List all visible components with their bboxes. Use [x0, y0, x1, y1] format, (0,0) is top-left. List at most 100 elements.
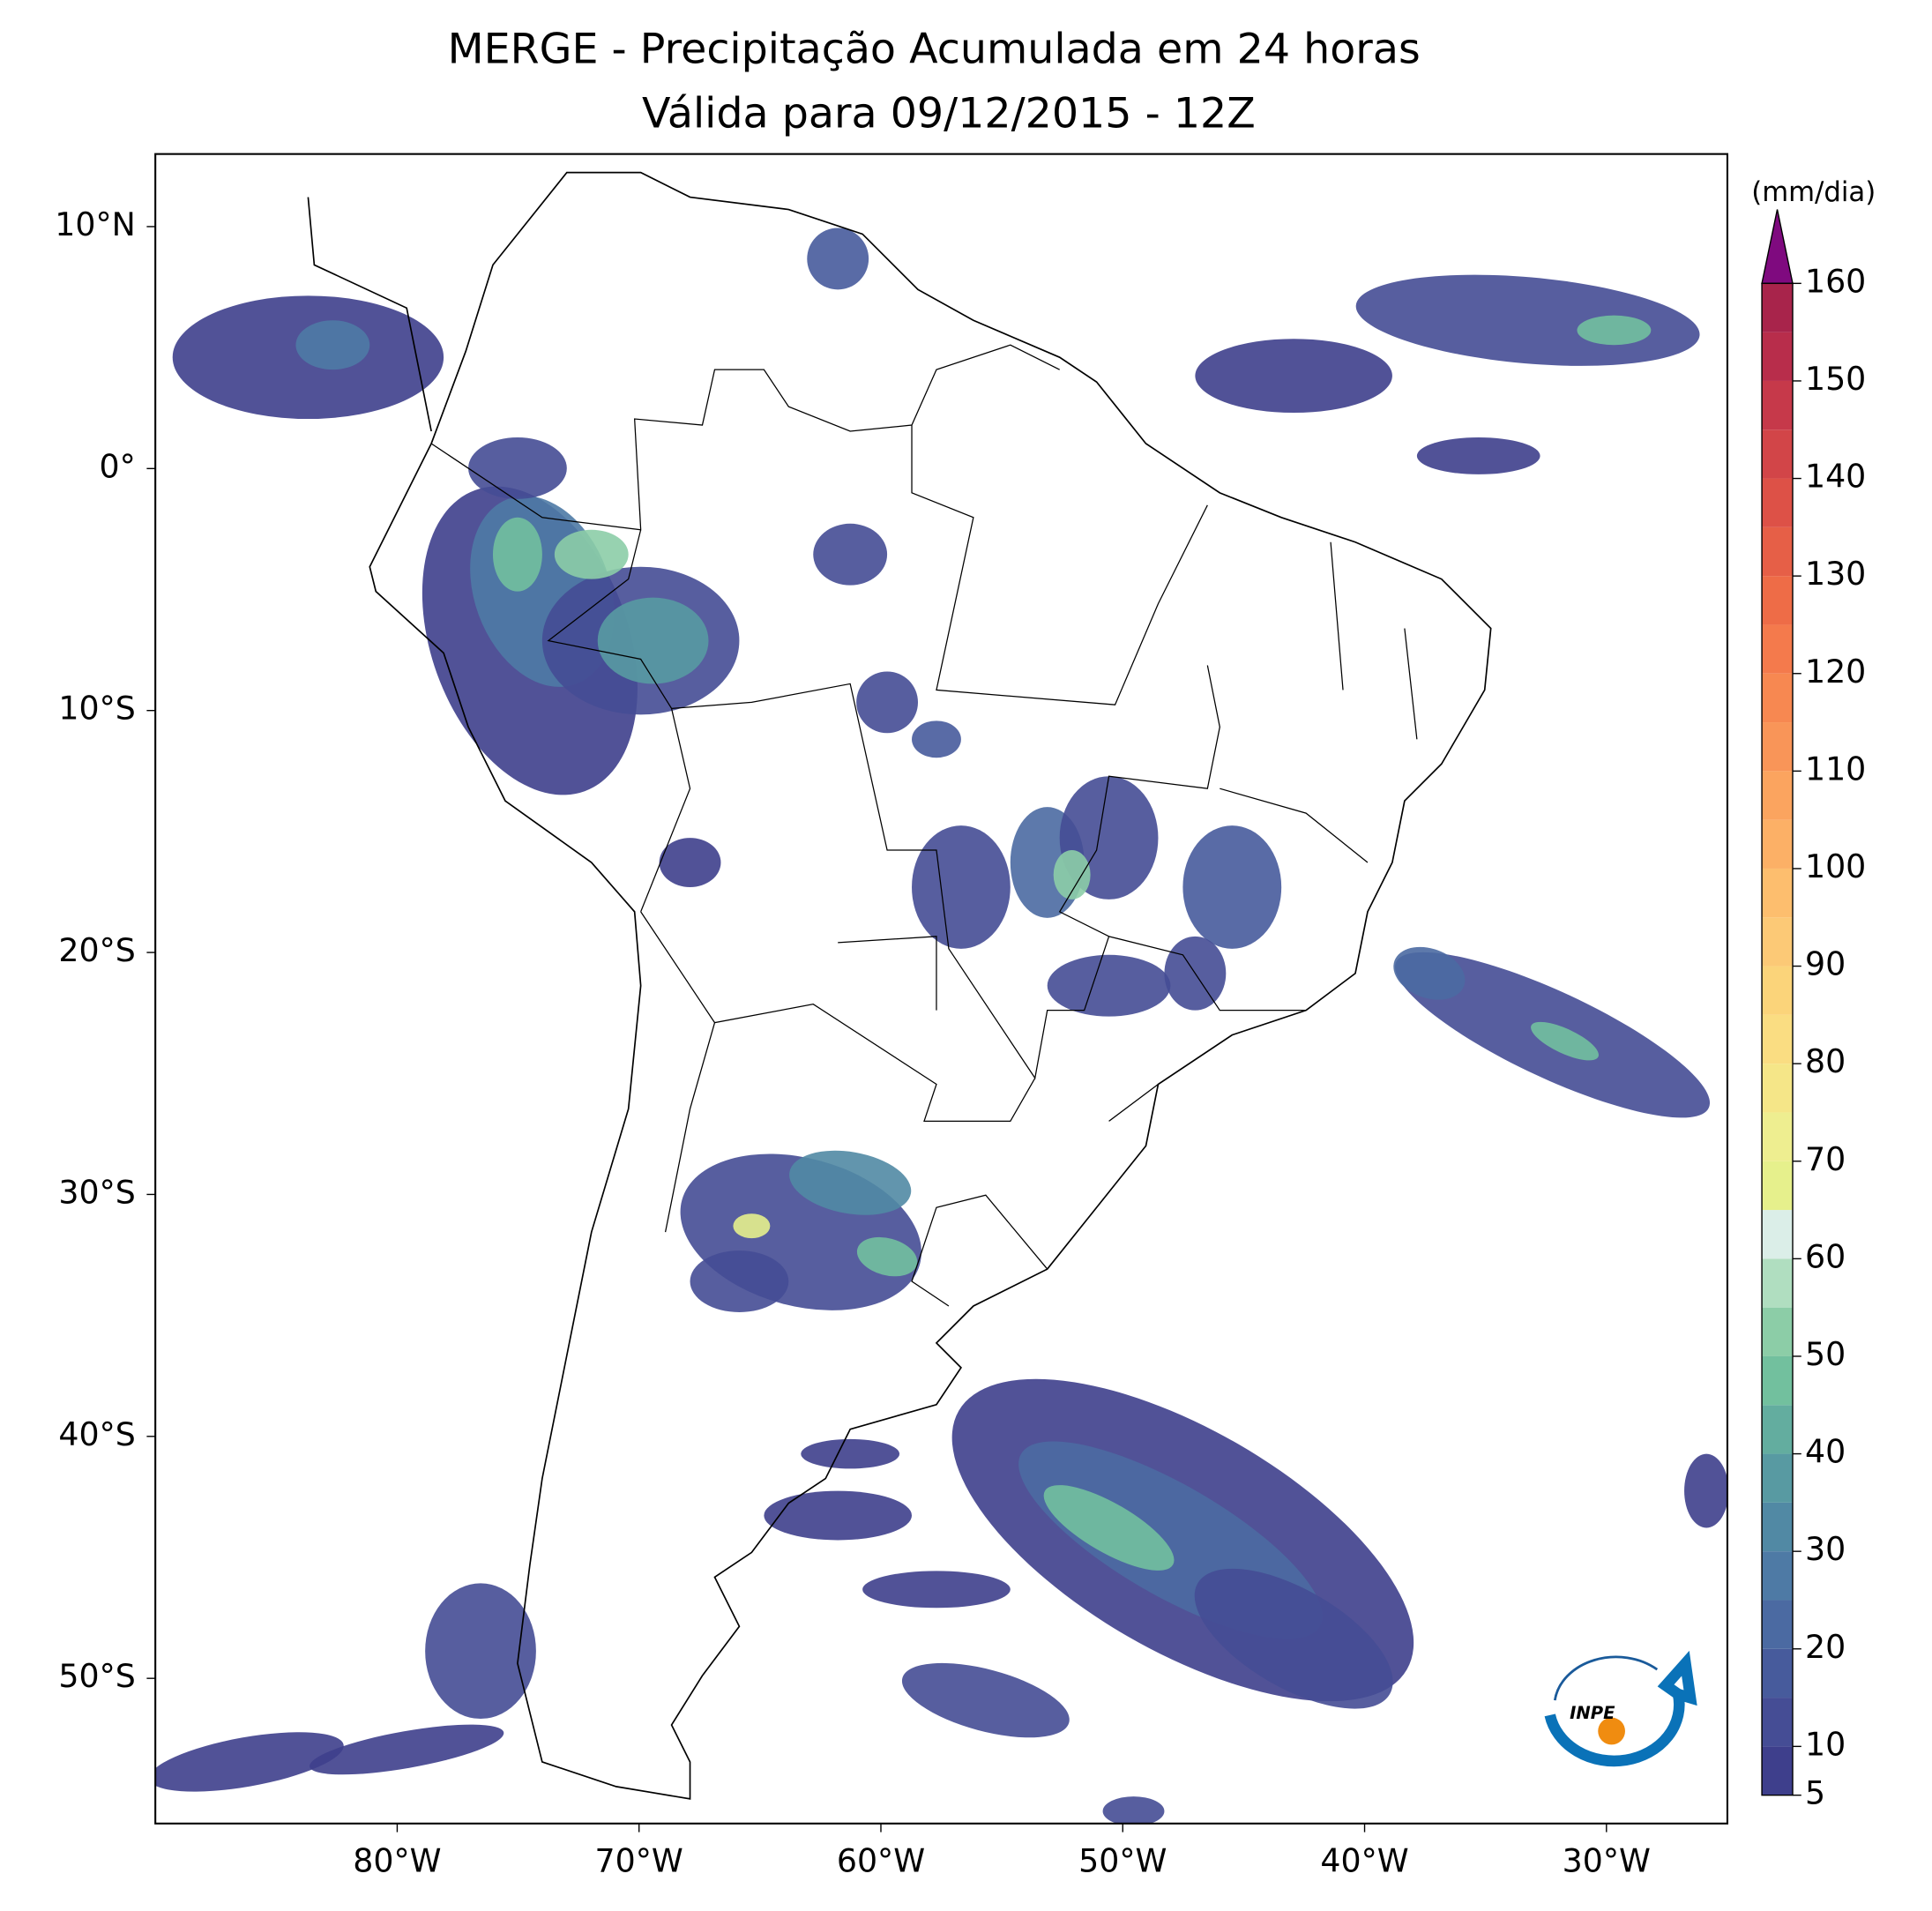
coastline — [307, 171, 1492, 1800]
x-tick-label: 70°W — [595, 1842, 683, 1880]
rain-area — [862, 1571, 1011, 1609]
rain-area — [310, 1724, 504, 1775]
colorbar-band — [1762, 1258, 1793, 1308]
colorbar-tick-label: 130 — [1805, 555, 1866, 593]
colorbar-tick-label: 120 — [1805, 653, 1866, 690]
rain-area — [1102, 1796, 1165, 1824]
x-tick-label: 80°W — [353, 1842, 441, 1880]
rain-area — [1053, 850, 1091, 900]
rain-area — [733, 1213, 771, 1239]
colorbar-band — [1762, 1746, 1793, 1795]
x-tick-label: 50°W — [1078, 1842, 1167, 1880]
colorbar-band — [1762, 283, 1793, 332]
rain-area — [1043, 1485, 1175, 1571]
rain-area — [801, 1438, 900, 1469]
colorbar-tick-label: 60 — [1805, 1237, 1846, 1275]
rain-area — [901, 1662, 1070, 1738]
colorbar-band — [1762, 819, 1793, 869]
colorbar-band — [1762, 1210, 1793, 1259]
colorbar-band — [1762, 1355, 1793, 1406]
colorbar-tick-label: 80 — [1805, 1042, 1846, 1080]
colorbar-label: (mm/dia) — [1751, 176, 1876, 208]
colorbar-band — [1762, 868, 1793, 918]
colorbar-band — [1762, 1698, 1793, 1747]
rain-area — [1355, 274, 1700, 366]
colorbar-band — [1762, 1600, 1793, 1649]
x-tick-label: 40°W — [1320, 1842, 1408, 1880]
rain-area — [807, 228, 869, 290]
colorbar-band — [1762, 1453, 1793, 1503]
rain-area — [659, 838, 721, 887]
colorbar-band — [1762, 478, 1793, 527]
colorbar-tick-label: 40 — [1805, 1433, 1846, 1471]
y-tick-label: 20°S — [58, 931, 135, 969]
colorbar-band — [1762, 966, 1793, 1015]
y-tick-label: 50°S — [58, 1657, 135, 1695]
borders — [430, 344, 1418, 1307]
y-tick-label: 40°S — [58, 1415, 135, 1453]
colorbar-band — [1762, 673, 1793, 723]
map-frame — [154, 153, 1728, 1825]
colorbar-tick-label: 100 — [1805, 847, 1866, 885]
map-subtitle: Válida para 09/12/2015 - 12Z — [642, 89, 1256, 138]
rain-area — [1577, 315, 1652, 346]
rain-area — [1195, 339, 1392, 414]
colorbar-band — [1762, 1112, 1793, 1161]
y-tick-label: 0° — [100, 447, 136, 485]
rain-area — [1684, 1453, 1727, 1528]
rain-area — [912, 825, 1011, 949]
rain-area — [856, 671, 919, 734]
colorbar-band — [1762, 771, 1793, 820]
x-tick-label: 30°W — [1563, 1842, 1651, 1880]
colorbar-band — [1762, 1014, 1793, 1064]
colorbar-band — [1762, 526, 1793, 577]
rain-area — [1182, 825, 1282, 949]
colorbar-band — [1762, 576, 1793, 625]
rain-area — [425, 1583, 536, 1720]
colorbar-tick-label: 70 — [1805, 1140, 1846, 1178]
colorbar-band — [1762, 1064, 1793, 1113]
colorbar-band — [1762, 332, 1793, 381]
colorbar-band — [1762, 1161, 1793, 1211]
logo-text: INPE — [1570, 1703, 1615, 1723]
rain-area — [295, 320, 370, 370]
precipitation-field — [155, 228, 1727, 1824]
colorbar-tick-label: 140 — [1805, 458, 1866, 496]
colorbar-band — [1762, 722, 1793, 772]
colorbar-band — [1762, 380, 1793, 430]
colorbar-band — [1762, 1307, 1793, 1356]
logo: INPE — [1544, 1650, 1697, 1767]
colorbar-tick-label: 5 — [1805, 1774, 1825, 1812]
colorbar-band — [1762, 1405, 1793, 1454]
rain-area — [1416, 437, 1540, 474]
rain-area — [813, 523, 888, 586]
rain-area — [1047, 954, 1171, 1017]
rain-area — [856, 1236, 918, 1277]
rain-area — [1194, 1568, 1393, 1709]
colorbar-extend — [1761, 209, 1794, 285]
colorbar-tick-label: 90 — [1805, 945, 1846, 983]
colorbar-tick-label: 10 — [1805, 1725, 1846, 1763]
x-tick-label: 60°W — [837, 1842, 925, 1880]
rain-area — [1531, 1021, 1599, 1061]
rain-area — [789, 1150, 912, 1215]
y-tick-label: 10°S — [58, 690, 135, 728]
rain-area — [492, 517, 542, 592]
colorbar-band — [1762, 1648, 1793, 1698]
rain-area — [468, 437, 567, 499]
colorbar-band — [1762, 1551, 1793, 1601]
map-title: MERGE - Precipitação Acumulada em 24 hor… — [448, 26, 1421, 74]
colorbar-band — [1762, 624, 1793, 674]
rain-area — [554, 529, 629, 579]
colorbar-frame — [1761, 282, 1794, 1796]
y-tick-label: 10°N — [55, 205, 136, 243]
colorbar-tick-label: 50 — [1805, 1335, 1846, 1373]
rain-area — [155, 1732, 344, 1792]
colorbar-tick-label: 160 — [1805, 262, 1866, 300]
colorbar-band — [1762, 917, 1793, 967]
rain-area — [597, 597, 709, 684]
y-tick-label: 30°S — [58, 1173, 135, 1211]
colorbar-tick-label: 110 — [1805, 750, 1866, 788]
colorbar-band — [1762, 1502, 1793, 1552]
